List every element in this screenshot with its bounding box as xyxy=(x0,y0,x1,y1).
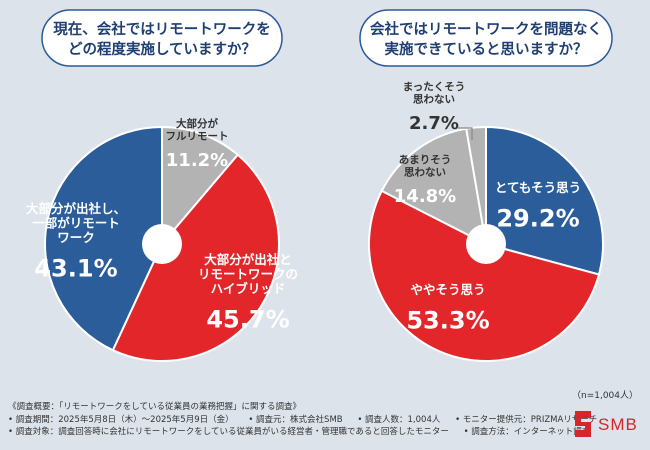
pie-slice xyxy=(111,153,280,362)
slice-label: 大部分が xyxy=(176,117,218,130)
question-right-line1: 会社ではリモートワークを問題なく xyxy=(370,20,602,38)
slice-value: 53.3% xyxy=(406,307,489,335)
footer-target: • 調査対象：調査回答時に会社にリモートワークをしている従業員がいる経営者・管理… xyxy=(8,427,449,437)
survey-footer: 《調査概要：「リモートワークをしている従業員の業務把握」に関する調査》 • 調査… xyxy=(8,401,609,439)
pie-slice xyxy=(485,125,604,276)
footer-title: 《調査概要：「リモートワークをしている従業員の業務把握」に関する調査》 xyxy=(8,402,301,412)
slice-label: 大部分が出社し、 xyxy=(26,201,126,216)
slice-label: 一部がリモート xyxy=(32,216,120,231)
slice-value: 45.7% xyxy=(206,306,289,334)
pie-chart-remote-work-level xyxy=(44,125,280,362)
pie-slice xyxy=(161,125,240,247)
footer-count: • 調査人数：1,004人 xyxy=(357,414,441,425)
footer-period: • 調査期間：2025年5月8日（木）～2025年5月9日（金） xyxy=(8,414,234,425)
slice-value: 2.7% xyxy=(409,113,459,134)
slice-label: とてもそう思う xyxy=(495,180,581,195)
slice-value: 14.8% xyxy=(394,186,456,207)
smb-logo: SMB xyxy=(571,409,641,441)
question-left-line2: どの程度実施していますか？ xyxy=(68,40,256,58)
question-right-line2: 実施できていると思いますか？ xyxy=(385,40,588,58)
slice-label: 思わない xyxy=(413,94,455,106)
footer-source: • 調査元：株式会社SMB xyxy=(248,414,343,425)
slice-label: フルリモート xyxy=(166,131,229,143)
leader-line xyxy=(458,127,473,140)
slice-value: 11.2% xyxy=(166,150,228,171)
slice-label: ワーク xyxy=(57,230,95,245)
question-left-line1: 現在、会社ではリモートワークを xyxy=(53,20,271,38)
pie-chart-remote-work-success xyxy=(368,125,604,362)
question-box-left xyxy=(41,9,283,67)
pie-slice xyxy=(465,125,487,245)
pie-slice xyxy=(368,189,601,362)
footer-line3: • 調査対象：調査回答時に会社にリモートワークをしている従業員がいる経営者・管理… xyxy=(8,426,609,439)
sample-size: （n=1,004人） xyxy=(571,391,638,401)
pie-slice xyxy=(380,127,488,246)
slice-label: リモートワークの xyxy=(198,267,298,282)
pie-center-hole xyxy=(142,224,182,264)
footer-line2: • 調査期間：2025年5月8日（木）～2025年5月9日（金） • 調査元：株… xyxy=(8,414,609,427)
slice-label: 大部分が出社と xyxy=(204,252,292,267)
slice-value: 29.2% xyxy=(496,205,579,233)
slice-label: あまりそう xyxy=(399,153,452,166)
pie-slice xyxy=(44,125,163,352)
slice-label: ややそう思う xyxy=(410,282,485,297)
pie-center-hole xyxy=(466,224,506,264)
footer-monitor: • モニター提供元：PRIZMAリサーチ xyxy=(455,414,598,425)
slice-label: 思わない xyxy=(404,167,446,179)
slice-value: 43.1% xyxy=(34,255,117,283)
footer-method: • 調査方法：インターネット調査 xyxy=(463,427,591,437)
slice-label: ハイブリッド xyxy=(211,281,286,296)
smb-logo-icon xyxy=(575,411,591,437)
question-box-right xyxy=(359,9,613,67)
smb-logo-text: SMB xyxy=(598,415,638,434)
slice-label: まったくそう xyxy=(403,81,466,93)
